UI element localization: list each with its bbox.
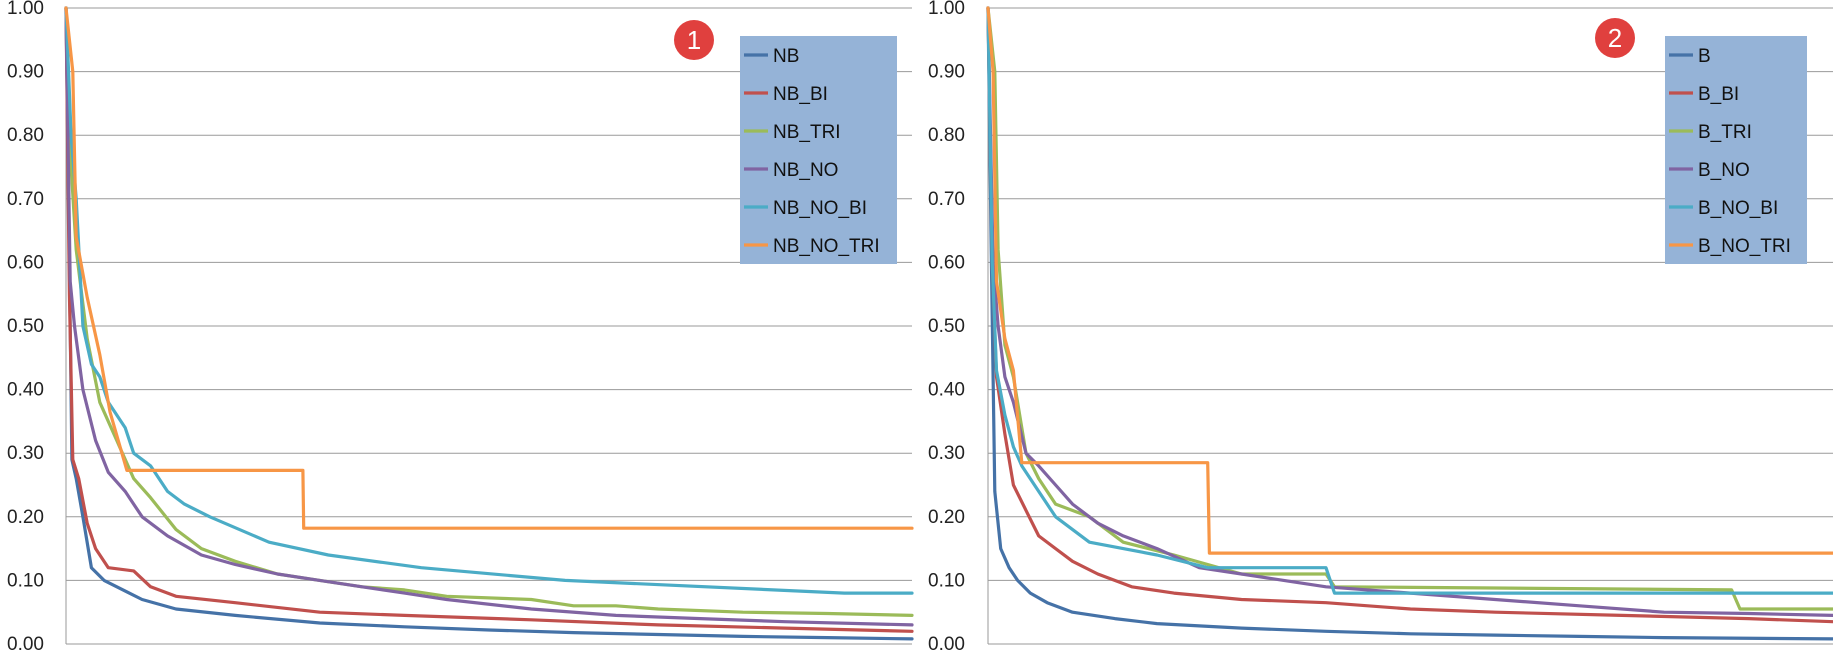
legend-label: NB_BI xyxy=(773,84,828,105)
series-line-nb-no-tri xyxy=(64,6,914,530)
y-tick-label: 0.70 xyxy=(928,189,965,210)
legend-label: B_BI xyxy=(1698,84,1739,105)
y-tick-label: 0.60 xyxy=(928,252,965,273)
series-line-b-no xyxy=(986,6,1833,617)
legend-label: NB_NO_BI xyxy=(773,198,867,219)
series-line-nb-no-bi xyxy=(64,6,914,595)
legend-background xyxy=(740,36,897,264)
y-tick-label: 0.40 xyxy=(928,380,965,401)
y-tick-label: 0.80 xyxy=(928,125,965,146)
y-tick-label: 0.20 xyxy=(928,507,965,528)
legend-label: B xyxy=(1698,46,1711,67)
number-badge xyxy=(674,20,714,60)
y-tick-label: 0.10 xyxy=(928,570,965,591)
number-badge-label: 2 xyxy=(1608,23,1622,53)
legend-label: NB xyxy=(773,46,799,67)
legend-label: B_NO_TRI xyxy=(1698,236,1791,257)
number-badge-label: 1 xyxy=(687,25,701,55)
y-tick-label: 0.20 xyxy=(7,507,44,528)
legend-label: NB_NO_TRI xyxy=(773,236,880,257)
series-line-nb xyxy=(64,6,914,641)
y-tick-label: 0.90 xyxy=(928,62,965,83)
series-line-b-bi xyxy=(986,6,1833,624)
chart-panel-1: 0.00 0.10 0.20 0.30 0.40 0.50 0.60 0.70 0.80 0.90… xyxy=(7,0,914,655)
y-tick-label: 0.90 xyxy=(7,62,44,83)
y-tick-label: 0.30 xyxy=(7,443,44,464)
chart-panel-2: 0.00 0.10 0.20 0.30 0.40 0.50 0.60 0.70 0.80 0.90… xyxy=(928,0,1833,655)
legend: NB NB_BI NB_TRI NB_NO NB_NO_BI NB_NO_TRI xyxy=(740,36,897,264)
legend: B B_BI B_TRI B_NO B_NO_BI B_NO_TRI xyxy=(1665,36,1807,264)
series-line-nb-no xyxy=(64,6,914,627)
y-tick-label: 0.10 xyxy=(7,570,44,591)
legend-label: B_NO xyxy=(1698,160,1750,181)
series-line-b-no-bi xyxy=(986,6,1833,595)
y-tick-label: 0.00 xyxy=(7,634,44,653)
y-tick-label: 1.00 xyxy=(7,0,44,19)
legend-label: NB_TRI xyxy=(773,122,841,143)
y-tick-label: 0.40 xyxy=(7,380,44,401)
y-tick-label: 0.70 xyxy=(7,189,44,210)
y-tick-label: 1.00 xyxy=(928,0,965,19)
y-tick-label: 0.50 xyxy=(7,316,44,337)
legend-label: NB_NO xyxy=(773,160,838,181)
series-line-b-no-tri xyxy=(986,6,1833,555)
legend-background xyxy=(1665,36,1807,264)
legend-label: B_TRI xyxy=(1698,122,1752,143)
legend-label: B_NO_BI xyxy=(1698,198,1778,219)
y-tick-label: 0.80 xyxy=(7,125,44,146)
y-tick-label: 0.00 xyxy=(928,634,965,653)
y-tick-label: 0.60 xyxy=(7,252,44,273)
series-line-b xyxy=(986,6,1833,641)
series-line-nb-bi xyxy=(64,6,914,633)
y-tick-label: 0.30 xyxy=(928,443,965,464)
y-tick-label: 0.50 xyxy=(928,316,965,337)
number-badge xyxy=(1595,18,1635,58)
